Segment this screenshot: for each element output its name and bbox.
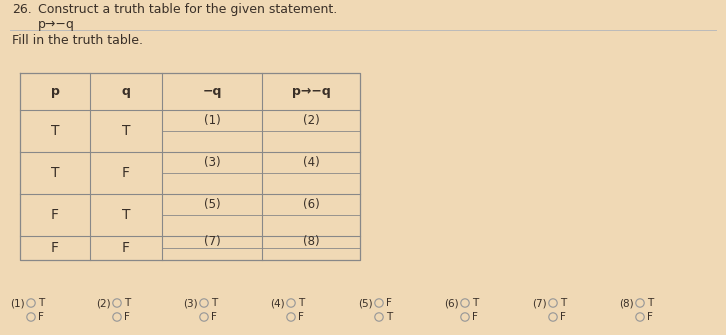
- Text: (1): (1): [203, 114, 221, 127]
- Text: Construct a truth table for the given statement.: Construct a truth table for the given st…: [38, 3, 338, 16]
- Text: T: T: [51, 166, 60, 180]
- Text: T: T: [38, 298, 44, 308]
- Text: (2): (2): [303, 114, 319, 127]
- Text: F: F: [560, 312, 566, 322]
- Text: 26.: 26.: [12, 3, 32, 16]
- Text: T: T: [386, 312, 392, 322]
- Text: (4): (4): [303, 156, 319, 169]
- Text: T: T: [122, 124, 130, 138]
- Text: T: T: [211, 298, 217, 308]
- Text: F: F: [122, 166, 130, 180]
- Text: T: T: [51, 124, 60, 138]
- Text: (8): (8): [303, 236, 319, 249]
- Text: (7): (7): [532, 298, 547, 308]
- Text: (4): (4): [270, 298, 285, 308]
- Text: (5): (5): [204, 198, 220, 211]
- Text: (6): (6): [303, 198, 319, 211]
- Text: (8): (8): [619, 298, 634, 308]
- Text: F: F: [51, 208, 59, 222]
- Text: (5): (5): [358, 298, 372, 308]
- Text: F: F: [38, 312, 44, 322]
- Text: F: F: [647, 312, 653, 322]
- Text: T: T: [560, 298, 566, 308]
- Text: Fill in the truth table.: Fill in the truth table.: [12, 34, 143, 47]
- Text: (7): (7): [203, 236, 221, 249]
- Text: T: T: [472, 298, 478, 308]
- Text: T: T: [124, 298, 130, 308]
- Text: q: q: [121, 85, 131, 98]
- Text: T: T: [298, 298, 304, 308]
- Text: F: F: [51, 241, 59, 255]
- Text: −q: −q: [203, 85, 221, 98]
- Text: T: T: [122, 208, 130, 222]
- Text: F: F: [386, 298, 392, 308]
- Text: p→−q: p→−q: [38, 18, 75, 31]
- Text: p→−q: p→−q: [292, 85, 330, 98]
- Text: T: T: [647, 298, 653, 308]
- Text: F: F: [124, 312, 130, 322]
- Text: (1): (1): [10, 298, 25, 308]
- Text: (3): (3): [183, 298, 197, 308]
- Text: (2): (2): [96, 298, 110, 308]
- Text: F: F: [472, 312, 478, 322]
- Text: F: F: [211, 312, 217, 322]
- Text: p: p: [51, 85, 60, 98]
- Text: (3): (3): [204, 156, 220, 169]
- Text: (6): (6): [444, 298, 459, 308]
- Text: F: F: [298, 312, 304, 322]
- Text: F: F: [122, 241, 130, 255]
